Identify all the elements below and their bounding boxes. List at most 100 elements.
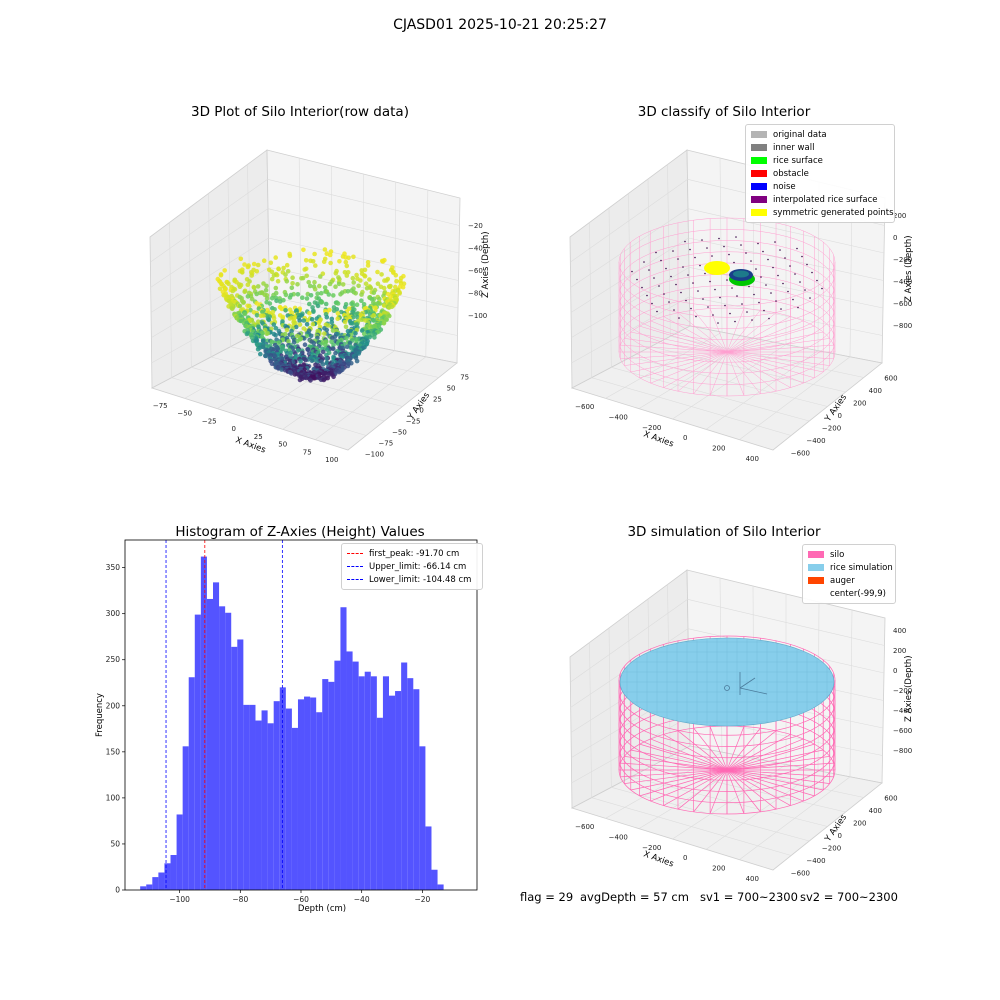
interpolated-point — [689, 248, 691, 251]
axis-tick-label: −50 — [177, 410, 192, 418]
scatter-point — [307, 311, 312, 316]
scatter-point — [346, 255, 351, 261]
scatter-point — [226, 281, 231, 287]
scatter-point — [310, 259, 316, 264]
scatter-point — [312, 286, 318, 292]
interpolated-point — [748, 285, 750, 288]
histogram-bar — [413, 689, 420, 890]
scatter-point — [329, 320, 335, 325]
interpolated-point — [774, 241, 776, 243]
auger-arm — [739, 677, 756, 689]
scatter-point — [271, 322, 277, 327]
legend-label: inner wall — [773, 142, 815, 153]
scatter-point — [279, 306, 285, 312]
axis-tick-label: −75 — [153, 402, 168, 410]
histogram-bars — [140, 556, 444, 890]
legend-label: interpolated rice surface — [773, 194, 878, 205]
histogram-bar — [273, 701, 280, 890]
axis-tick-label: −100 — [468, 312, 487, 320]
scatter-point — [244, 331, 250, 337]
scatter-point — [315, 303, 321, 309]
scatter-point — [289, 285, 295, 291]
scatter-point — [262, 327, 268, 333]
scatter-point — [230, 306, 235, 312]
legend-entry: center(-99,9) — [808, 587, 890, 600]
interpolated-point — [799, 281, 801, 283]
scatter-point — [249, 296, 255, 302]
scatter-point — [307, 301, 312, 307]
axis-tick-label: 400 — [746, 455, 759, 463]
scatter-point — [301, 318, 307, 323]
histogram-bar — [249, 704, 256, 890]
interpolated-point — [631, 270, 633, 273]
legend-label: obstacle — [773, 168, 809, 179]
scatter-point — [283, 272, 288, 277]
interpolated-point — [702, 298, 704, 300]
symmetric-generated-points — [704, 261, 730, 275]
scatter-point — [355, 315, 360, 320]
scatter-point — [375, 269, 380, 275]
scatter-point — [345, 289, 351, 294]
scatter-point — [342, 319, 348, 325]
legend-entry: inner wall — [751, 141, 889, 154]
interpolated-point — [668, 301, 670, 303]
y-tick-label: 0 — [115, 886, 120, 895]
legend-label: silo — [830, 549, 845, 560]
scatter-point — [266, 317, 272, 323]
scatter-point — [269, 269, 275, 275]
histogram-bar — [279, 687, 286, 890]
scatter-point — [331, 346, 336, 351]
histogram-bar — [340, 607, 347, 890]
scatter-point — [306, 279, 311, 285]
interpolated-point — [665, 267, 667, 270]
interpolated-point — [714, 288, 716, 291]
interpolated-point — [792, 298, 794, 301]
axis-tick-label: 25 — [254, 433, 263, 441]
histogram-chart: −100 −80 −60 −40 −20 0 50 100 150 200 250 300 350 De… — [95, 539, 478, 914]
interpolated-point — [753, 293, 755, 296]
scatter-point — [304, 273, 309, 279]
axis-tick-label: 0 — [838, 832, 842, 840]
scatter-point — [290, 281, 295, 286]
panel1-3d-plot: −75 −50 −25 0 25 50 75 100 −100 −75 −50 −25 0 25 50 75… — [149, 149, 491, 464]
legend-swatch — [347, 566, 363, 567]
axis-tick-label: −200 — [822, 845, 841, 853]
scatter-point — [298, 359, 303, 364]
scatter-point — [302, 267, 307, 272]
histogram-bar — [164, 863, 171, 890]
scatter-point — [308, 293, 314, 298]
scatter-point — [286, 339, 291, 344]
interpolated-point — [655, 251, 657, 254]
axis-tick-label: −800 — [893, 747, 912, 755]
scatter-point — [269, 276, 275, 282]
scatter-point — [303, 357, 308, 363]
scatter-point — [321, 377, 327, 383]
scatter-point — [345, 344, 350, 349]
scatter-point — [356, 283, 361, 289]
legend-swatch — [808, 564, 824, 571]
scatter-point — [362, 306, 368, 311]
interpolated-point — [726, 279, 728, 281]
histogram-bar — [200, 556, 207, 890]
interpolated-point — [734, 320, 736, 323]
scatter-point — [297, 322, 303, 327]
scatter-point — [359, 328, 365, 333]
scatter-point — [318, 274, 323, 279]
scatter-point — [326, 292, 332, 297]
histogram-bar — [370, 676, 377, 890]
scatter-point — [264, 296, 270, 301]
scatter-point — [343, 304, 348, 310]
scatter-point — [287, 316, 293, 321]
x-tick-label: −60 — [293, 895, 309, 904]
scatter-point — [361, 331, 367, 337]
interpolated-point — [782, 282, 784, 285]
interpolated-point — [777, 274, 779, 277]
scatter-point — [338, 292, 343, 297]
auger-arm — [739, 687, 768, 695]
interpolated-point — [801, 255, 803, 258]
scatter-point — [301, 247, 306, 253]
scatter-point — [297, 318, 302, 323]
scatter-point — [274, 298, 279, 304]
scatter-point — [297, 377, 303, 383]
legend-label: rice simulation — [830, 562, 893, 573]
